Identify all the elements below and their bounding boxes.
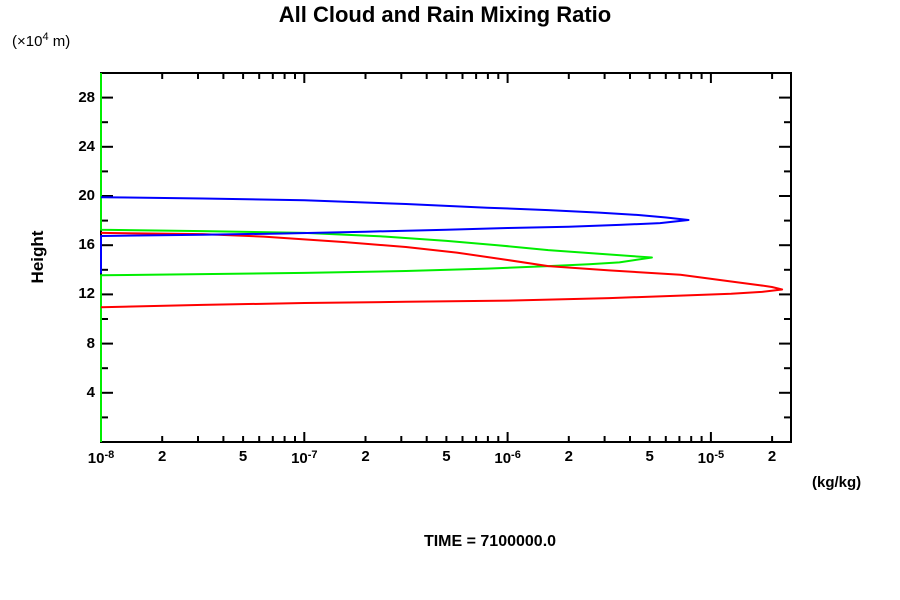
- time-label: TIME = 7100000.0: [423, 533, 557, 550]
- chart-title: All Cloud and Rain Mixing Ratio: [278, 2, 612, 27]
- y-tick-label: 28: [78, 88, 95, 106]
- y-tick-label: 24: [78, 137, 95, 155]
- x-tick-label: 5: [442, 448, 451, 465]
- y-unit-prefix: (×10: [12, 33, 43, 50]
- x-tick-label: 10-6: [494, 449, 521, 467]
- x-tick-label: 5: [238, 448, 248, 465]
- series-green-line: [100, 73, 653, 442]
- x-tick-label: 2: [767, 448, 777, 465]
- y-tick-label: 20: [78, 187, 95, 204]
- y-tick-label: 4: [86, 383, 95, 401]
- x-tick-label: 10-5: [697, 449, 725, 467]
- x-tick-label: 2: [564, 448, 573, 465]
- plot-border: [100, 72, 792, 443]
- series-red-line: [100, 231, 784, 309]
- y-unit-exponent: 4: [42, 31, 49, 43]
- y-axis-unit-label: (×104 m): [12, 31, 70, 50]
- y-tick-label: 16: [78, 236, 95, 254]
- x-tick-label: 5: [645, 448, 654, 465]
- x-tick-label: 10-7: [291, 449, 318, 467]
- y-tick-label: 8: [86, 334, 95, 352]
- y-tick-label: 12: [78, 285, 95, 303]
- series-blue-line: [100, 196, 690, 274]
- x-tick-label: 10-8: [87, 449, 115, 467]
- y-unit-suffix: m): [48, 33, 71, 50]
- x-tick-label: 2: [361, 448, 370, 465]
- x-axis-unit-label: (kg/kg): [812, 474, 862, 491]
- x-tick-label: 2: [158, 448, 167, 465]
